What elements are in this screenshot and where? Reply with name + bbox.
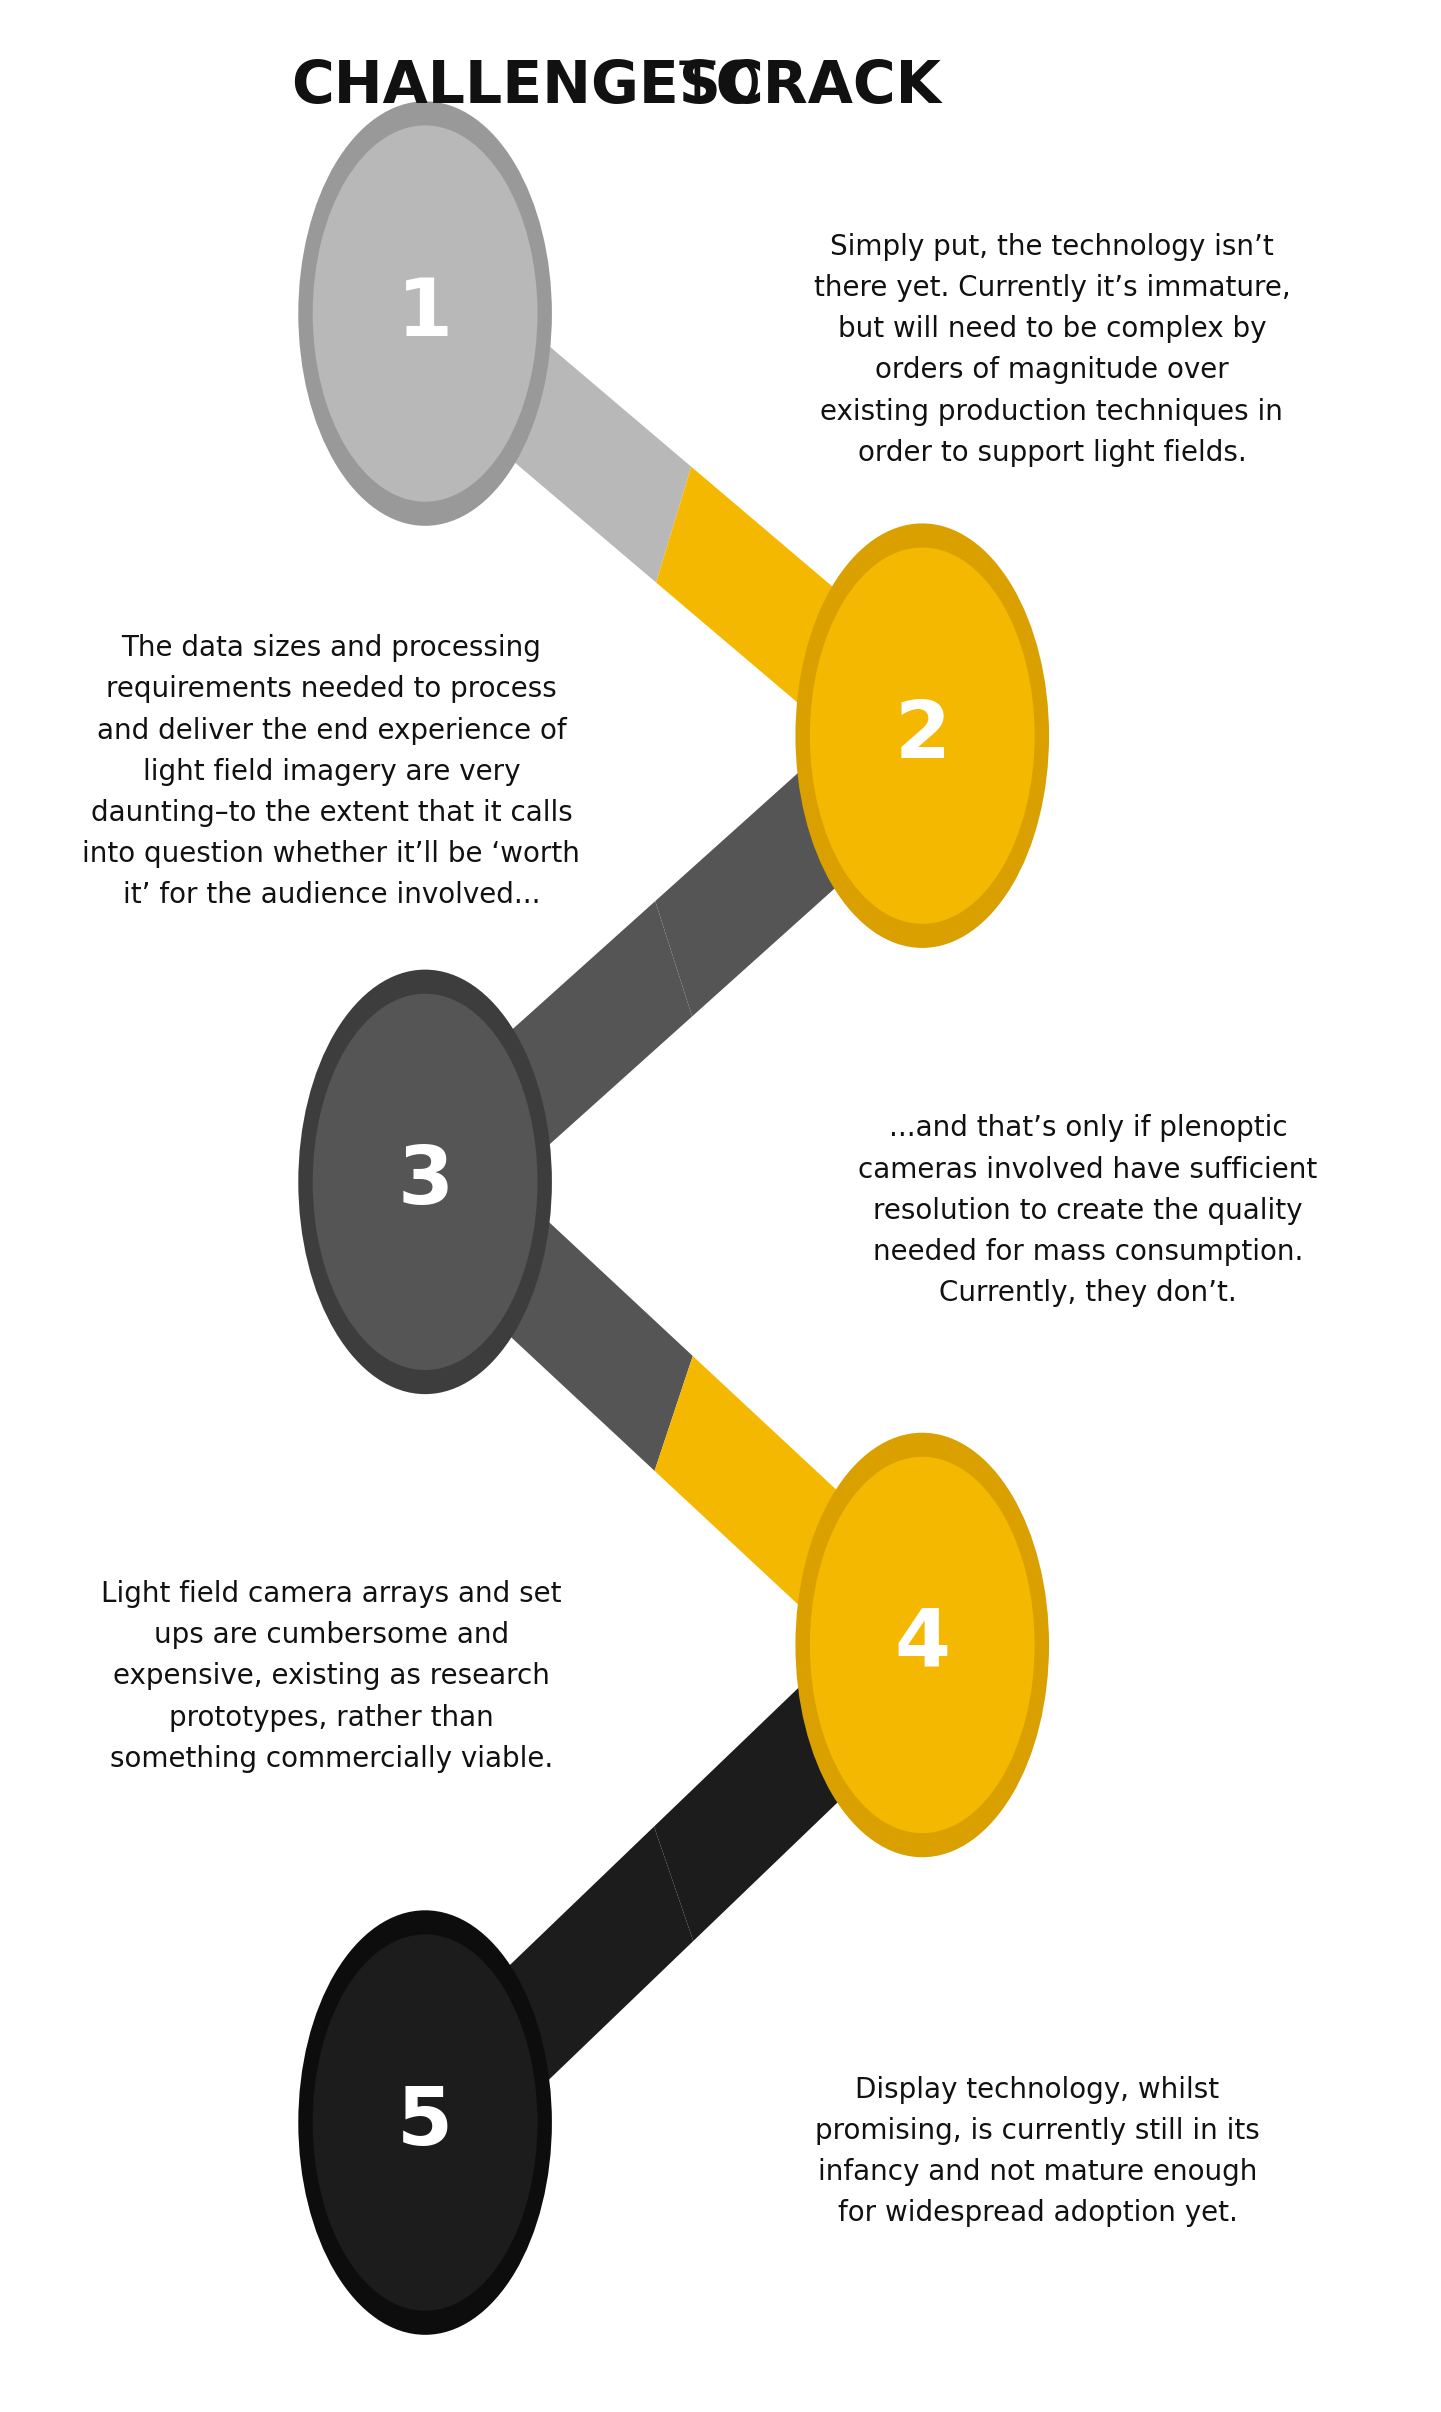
Circle shape bbox=[313, 125, 537, 502]
Polygon shape bbox=[491, 902, 692, 1165]
Text: 3: 3 bbox=[398, 1143, 452, 1220]
Circle shape bbox=[810, 548, 1035, 924]
Circle shape bbox=[298, 970, 552, 1394]
Text: 2: 2 bbox=[895, 697, 950, 774]
Text: CHALLENGES: CHALLENGES bbox=[291, 58, 720, 116]
Polygon shape bbox=[656, 466, 855, 721]
Circle shape bbox=[795, 1433, 1049, 1857]
Circle shape bbox=[298, 1910, 552, 2335]
Polygon shape bbox=[493, 328, 692, 584]
Circle shape bbox=[298, 101, 552, 526]
Circle shape bbox=[810, 1457, 1035, 1833]
Text: TO: TO bbox=[661, 58, 780, 116]
Polygon shape bbox=[488, 1826, 693, 2101]
Text: Simply put, the technology isn’t
there yet. Currently it’s immature,
but will ne: Simply put, the technology isn’t there y… bbox=[814, 232, 1290, 468]
Text: CRACK: CRACK bbox=[720, 58, 941, 116]
Text: 1: 1 bbox=[398, 275, 452, 352]
Polygon shape bbox=[654, 1667, 859, 1942]
Text: 4: 4 bbox=[895, 1606, 950, 1684]
Text: Display technology, whilst
promising, is currently still in its
infancy and not : Display technology, whilst promising, is… bbox=[816, 2077, 1259, 2226]
Circle shape bbox=[795, 523, 1049, 948]
Text: The data sizes and processing
requirements needed to process
and deliver the end: The data sizes and processing requiremen… bbox=[82, 634, 581, 909]
Text: Light field camera arrays and set
ups are cumbersome and
expensive, existing as : Light field camera arrays and set ups ar… bbox=[101, 1580, 562, 1773]
Polygon shape bbox=[656, 753, 856, 1015]
Circle shape bbox=[313, 1934, 537, 2311]
Text: ...and that’s only if plenoptic
cameras involved have sufficient
resolution to c: ...and that’s only if plenoptic cameras … bbox=[859, 1114, 1317, 1307]
Text: 5: 5 bbox=[398, 2084, 452, 2161]
Polygon shape bbox=[654, 1356, 857, 1626]
Circle shape bbox=[313, 994, 537, 1370]
Polygon shape bbox=[490, 1201, 693, 1471]
